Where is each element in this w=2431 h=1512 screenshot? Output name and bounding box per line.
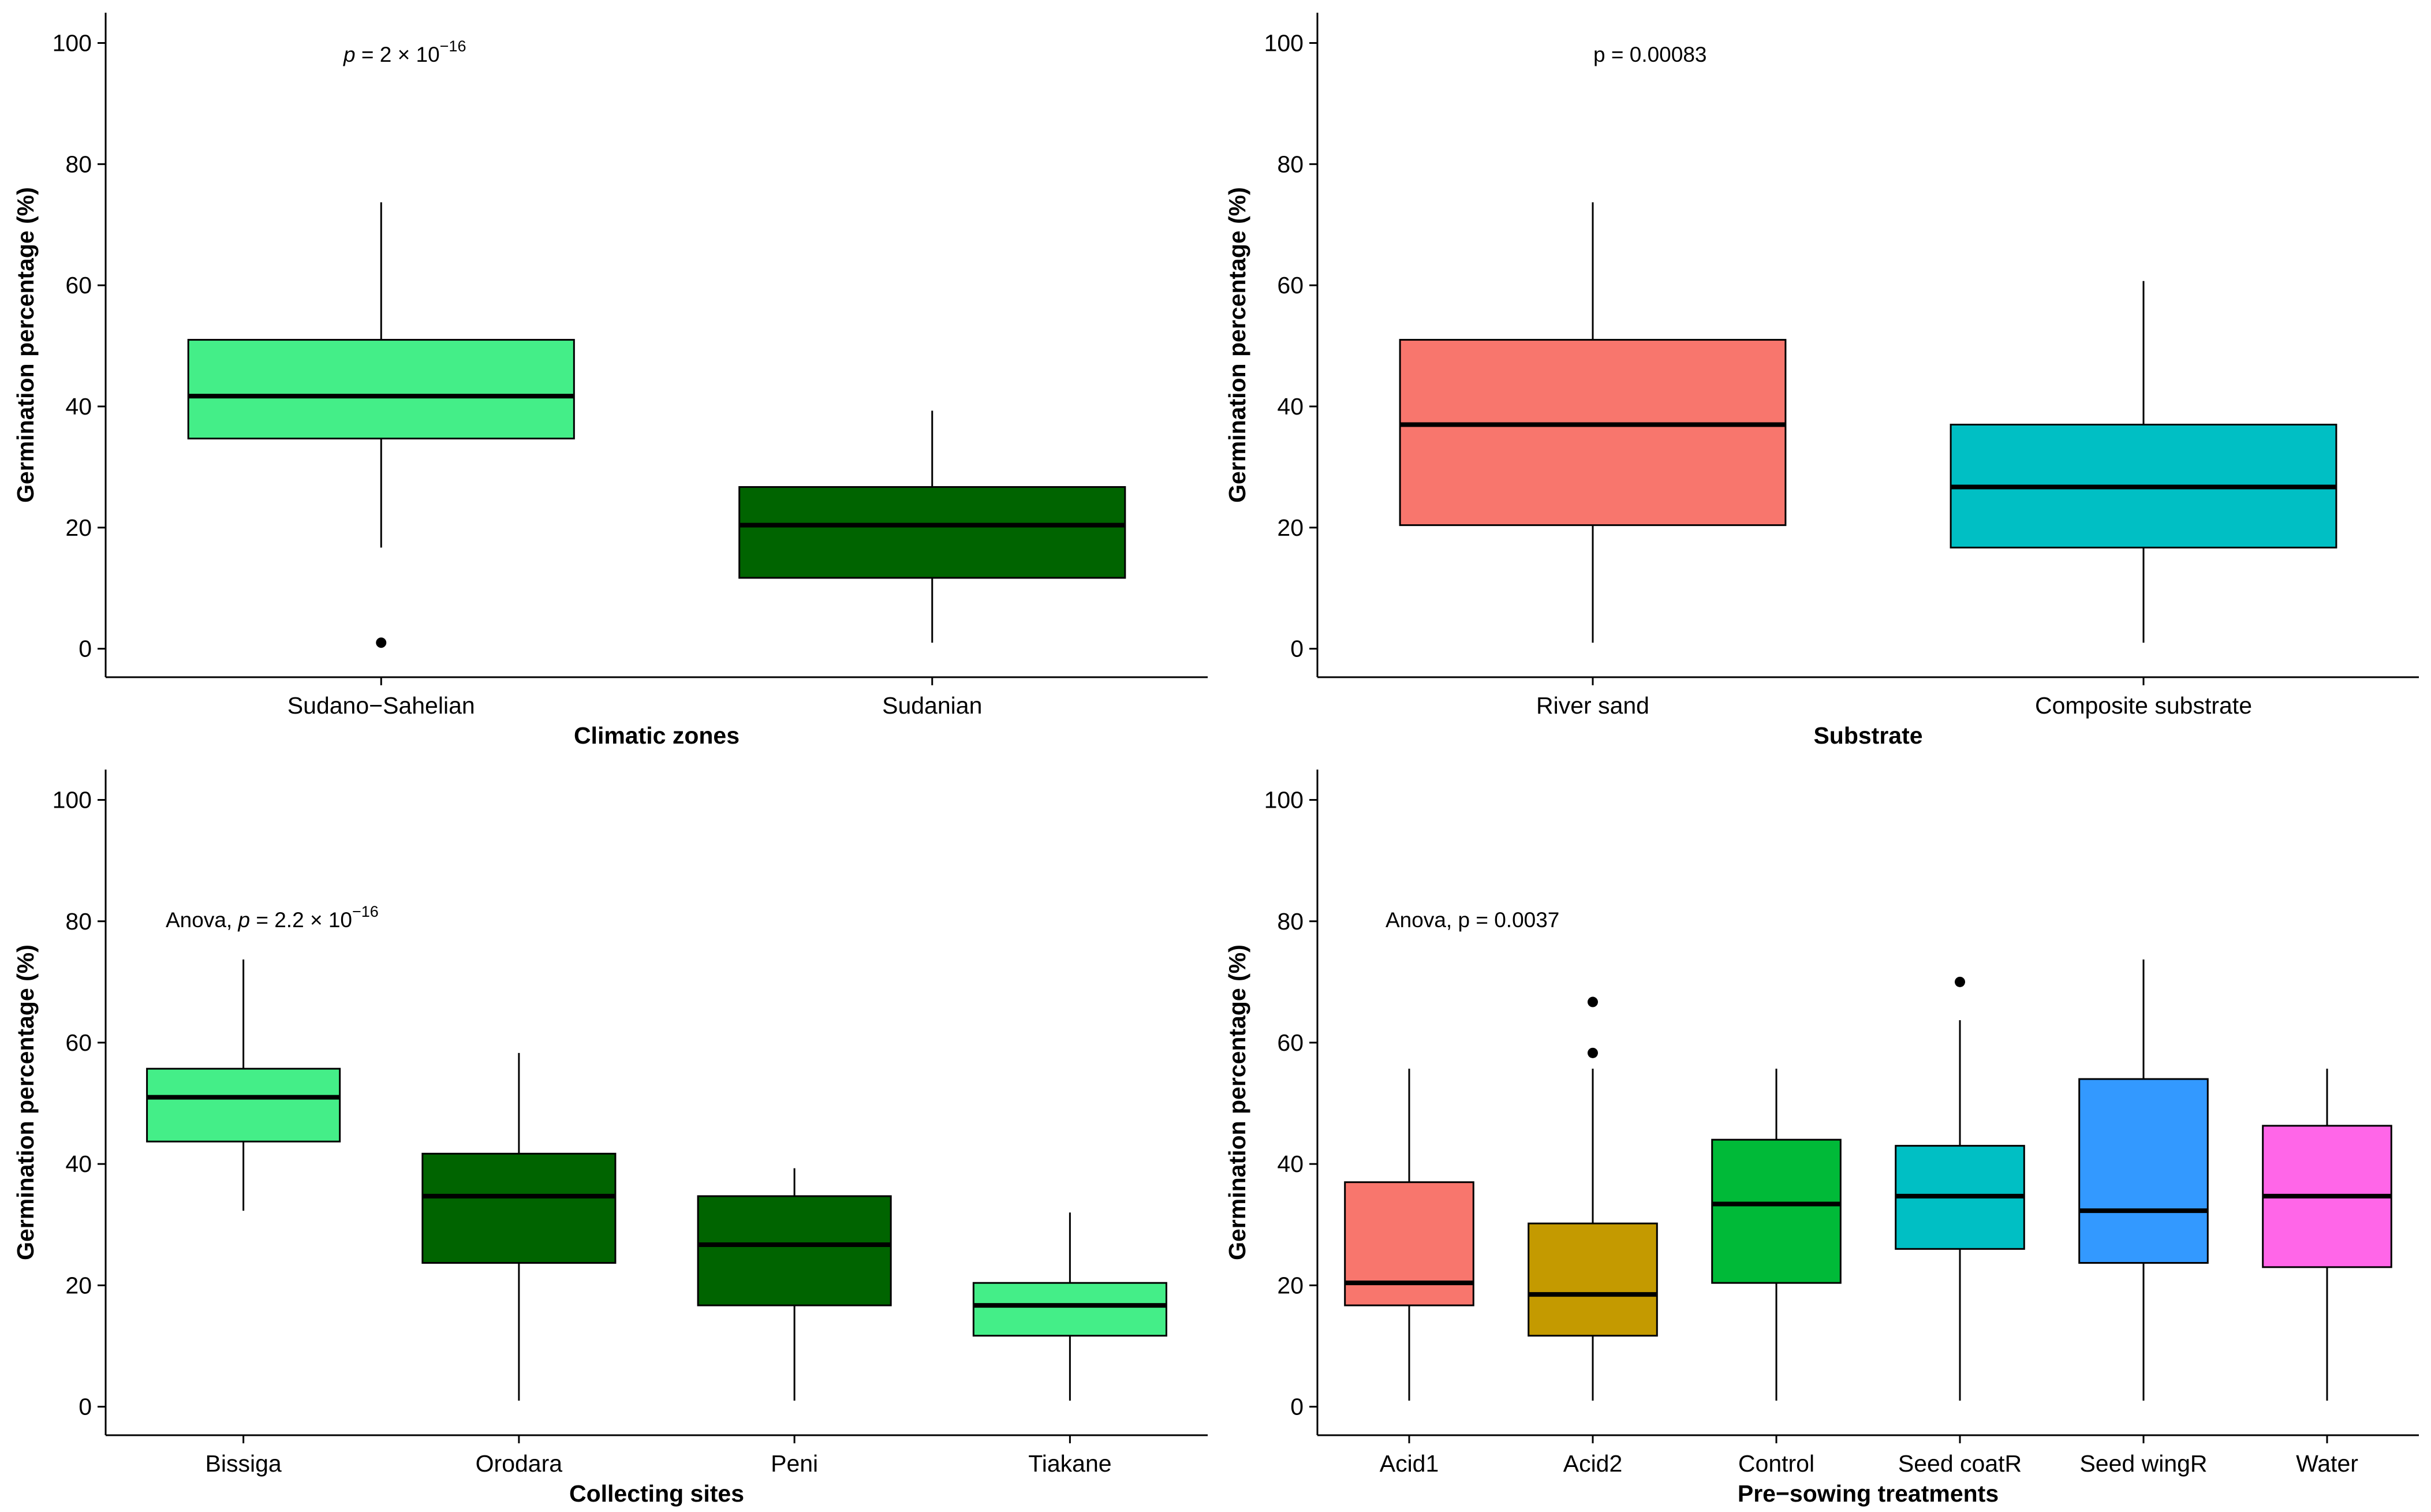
box-0	[187, 202, 575, 648]
y-tick-label: 0	[79, 636, 92, 662]
x-axis-title: Substrate	[1813, 722, 1922, 749]
box-4	[2078, 959, 2209, 1401]
y-axis-title: Germination percentage (%)	[1224, 944, 1250, 1260]
x-tick-label: River sand	[1536, 692, 1649, 719]
x-tick-label: Orodara	[476, 1450, 563, 1477]
x-tick-label: Peni	[771, 1450, 818, 1477]
box-rect	[697, 1195, 892, 1306]
y-tick-label: 60	[65, 272, 92, 298]
y-tick-label: 60	[1277, 1029, 1304, 1056]
box-1	[1528, 996, 1658, 1401]
box-3	[972, 1212, 1167, 1401]
annotation-part: −16	[352, 903, 379, 920]
y-axis-title: Germination percentage (%)	[12, 187, 39, 503]
panel-sites: 0 20 40 60 80 100 Germination percentage (%) Bi…	[12, 770, 1208, 1507]
annotation-part: −16	[440, 38, 466, 55]
panel-substrate: 0 20 40 60 80 100 Germination percentage (%) Ri…	[1224, 13, 2419, 749]
x-tick-label: Seed wingR	[2079, 1450, 2207, 1477]
outlier-point	[1955, 976, 1965, 987]
x-tick-label: Acid1	[1380, 1450, 1439, 1477]
outlier-point	[1588, 1047, 1598, 1058]
y-axis-title: Germination percentage (%)	[12, 944, 39, 1260]
panel-treatments: 0 20 40 60 80 100 Germination percentage (%) Ac…	[1224, 770, 2419, 1507]
y-tick-label: 20	[65, 1272, 92, 1298]
box-0	[146, 959, 341, 1211]
x-tick-label: Sudanian	[882, 692, 982, 719]
y-tick-label: 40	[65, 1151, 92, 1177]
box-1	[421, 1052, 617, 1401]
x-tick-label: Composite substrate	[2035, 692, 2252, 719]
box-0	[1344, 1069, 1474, 1401]
x-tick-label: Control	[1738, 1450, 1814, 1477]
box-rect	[187, 339, 575, 440]
p-value-annotation: Anova, p = 0.0037	[1386, 908, 1559, 932]
x-tick-label: Bissiga	[206, 1450, 282, 1477]
y-tick-label: 20	[1277, 514, 1304, 541]
box-rect	[1528, 1222, 1658, 1337]
box-rect	[2078, 1078, 2209, 1264]
y-tick-label: 60	[65, 1029, 92, 1056]
x-tick-label: Water	[2296, 1450, 2358, 1477]
annotation-part: Anova, p = 0.0037	[1386, 908, 1559, 932]
box-1	[1950, 281, 2337, 643]
x-axis-title: Climatic zones	[574, 722, 740, 749]
p-value-annotation: Anova, p = 2.2 × 10−16	[166, 903, 379, 932]
outlier-point	[1588, 996, 1598, 1007]
y-tick-label: 0	[1290, 636, 1304, 662]
y-tick-label: 100	[53, 29, 92, 56]
y-tick-label: 20	[1277, 1272, 1304, 1298]
y-tick-label: 80	[65, 151, 92, 177]
annotation-part: p	[343, 43, 356, 66]
x-tick-label: Seed coatR	[1898, 1450, 2022, 1477]
box-rect	[1344, 1181, 1474, 1306]
panel-climatic: 0 20 40 60 80 100 Germination percentage (%) Su…	[12, 13, 1208, 749]
annotation-part: p	[237, 908, 250, 932]
box-rect	[1711, 1138, 1842, 1284]
y-tick-label: 80	[1277, 908, 1304, 935]
p-value-annotation: p = 2 × 10−16	[343, 38, 466, 66]
y-tick-label: 80	[1277, 151, 1304, 177]
box-1	[738, 410, 1126, 643]
box-2	[1711, 1069, 1842, 1401]
annotation-part: Anova,	[166, 908, 238, 932]
x-tick-label: Sudano−Sahelian	[287, 692, 475, 719]
outlier-point	[376, 637, 387, 648]
y-tick-label: 0	[1290, 1394, 1304, 1420]
box-2	[697, 1168, 892, 1401]
box-rect	[146, 1067, 341, 1143]
p-value-annotation: p = 0.00083	[1593, 43, 1707, 66]
y-tick-label: 100	[1264, 29, 1304, 56]
annotation-part: = 2 × 10	[356, 43, 440, 66]
y-axis-title: Germination percentage (%)	[1224, 187, 1250, 503]
annotation-part: = 2.2 × 10	[250, 908, 352, 932]
y-tick-label: 40	[1277, 1151, 1304, 1177]
x-axis-title: Pre−sowing treatments	[1738, 1480, 1999, 1507]
y-tick-label: 80	[65, 908, 92, 935]
box-rect	[972, 1282, 1167, 1337]
y-tick-label: 40	[1277, 393, 1304, 420]
x-axis-title: Collecting sites	[569, 1480, 744, 1507]
box-3	[1895, 976, 2025, 1401]
box-0	[1399, 202, 1787, 643]
box-rect	[1399, 339, 1787, 527]
y-tick-label: 100	[1264, 787, 1304, 813]
y-tick-label: 0	[79, 1394, 92, 1420]
box-rect	[738, 486, 1126, 579]
box-5	[2262, 1069, 2392, 1401]
y-tick-label: 20	[65, 514, 92, 541]
x-tick-label: Acid2	[1563, 1450, 1623, 1477]
y-tick-label: 40	[65, 393, 92, 420]
y-tick-label: 60	[1277, 272, 1304, 298]
annotation-part: p = 0.00083	[1593, 43, 1707, 66]
y-tick-label: 100	[53, 787, 92, 813]
x-tick-label: Tiakane	[1028, 1450, 1111, 1477]
box-rect	[421, 1152, 617, 1264]
